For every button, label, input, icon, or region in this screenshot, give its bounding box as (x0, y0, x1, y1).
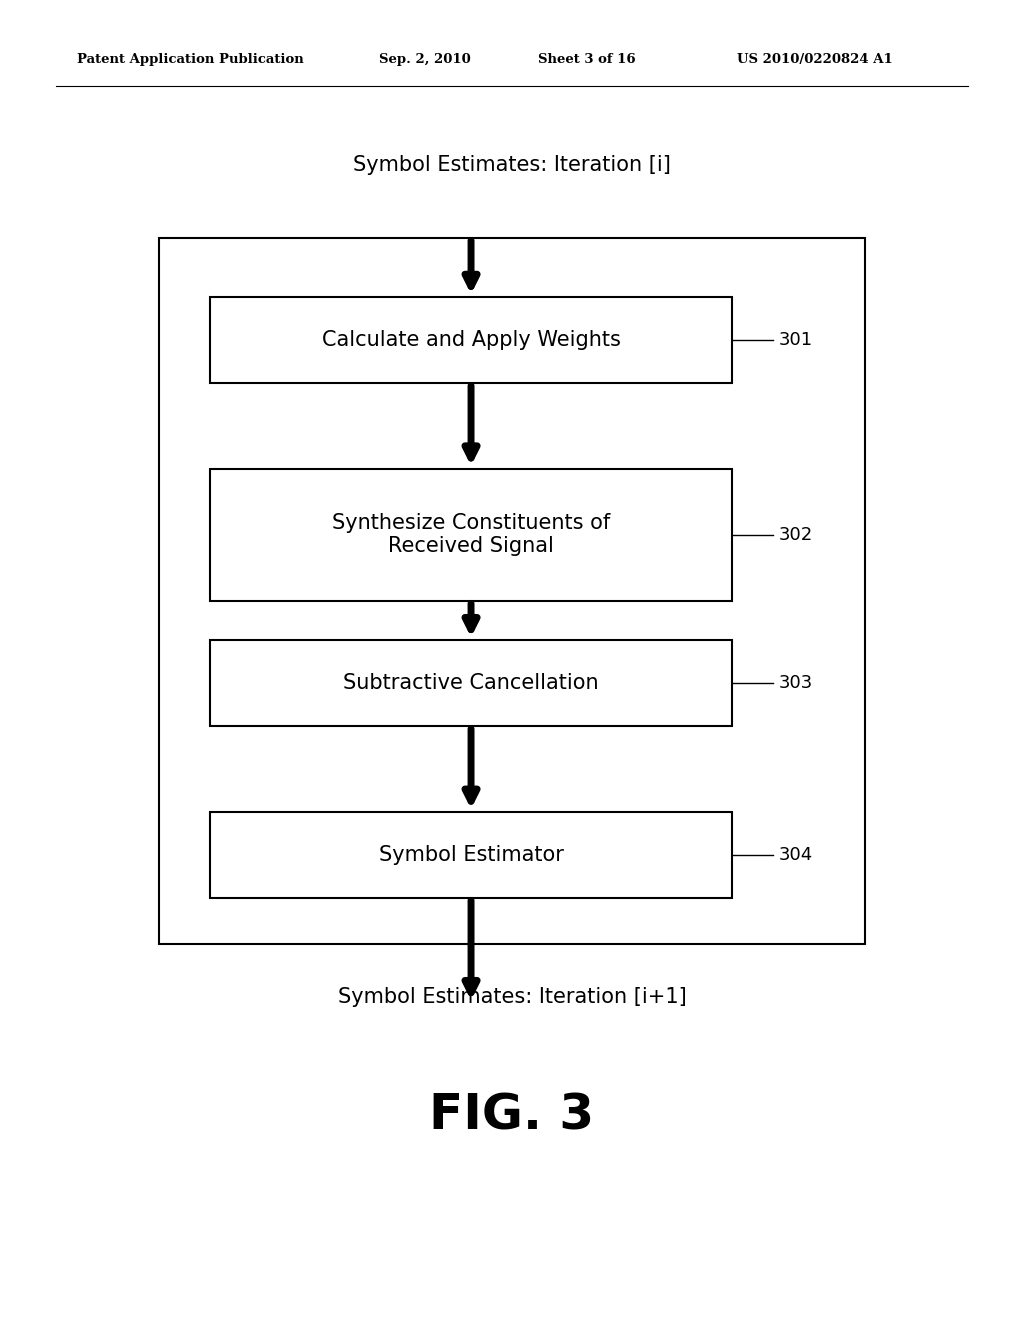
Text: Subtractive Cancellation: Subtractive Cancellation (343, 673, 599, 693)
Text: 304: 304 (778, 846, 812, 863)
Text: Calculate and Apply Weights: Calculate and Apply Weights (322, 330, 621, 350)
Text: Symbol Estimator: Symbol Estimator (379, 845, 563, 865)
Text: Synthesize Constituents of
Received Signal: Synthesize Constituents of Received Sign… (332, 513, 610, 556)
Bar (159, 238, 865, 944)
Text: 302: 302 (778, 525, 812, 544)
Bar (210, 640, 732, 726)
Bar (210, 469, 732, 601)
Text: Patent Application Publication: Patent Application Publication (77, 53, 303, 66)
Text: 301: 301 (778, 331, 812, 348)
Text: US 2010/0220824 A1: US 2010/0220824 A1 (737, 53, 893, 66)
Text: 303: 303 (778, 675, 812, 692)
Bar (210, 297, 732, 383)
Text: Symbol Estimates: Iteration [i]: Symbol Estimates: Iteration [i] (353, 154, 671, 176)
Text: Symbol Estimates: Iteration [i+1]: Symbol Estimates: Iteration [i+1] (338, 986, 686, 1007)
Text: Sep. 2, 2010: Sep. 2, 2010 (379, 53, 471, 66)
Text: FIG. 3: FIG. 3 (429, 1092, 595, 1139)
Text: Sheet 3 of 16: Sheet 3 of 16 (538, 53, 635, 66)
Bar (210, 812, 732, 898)
